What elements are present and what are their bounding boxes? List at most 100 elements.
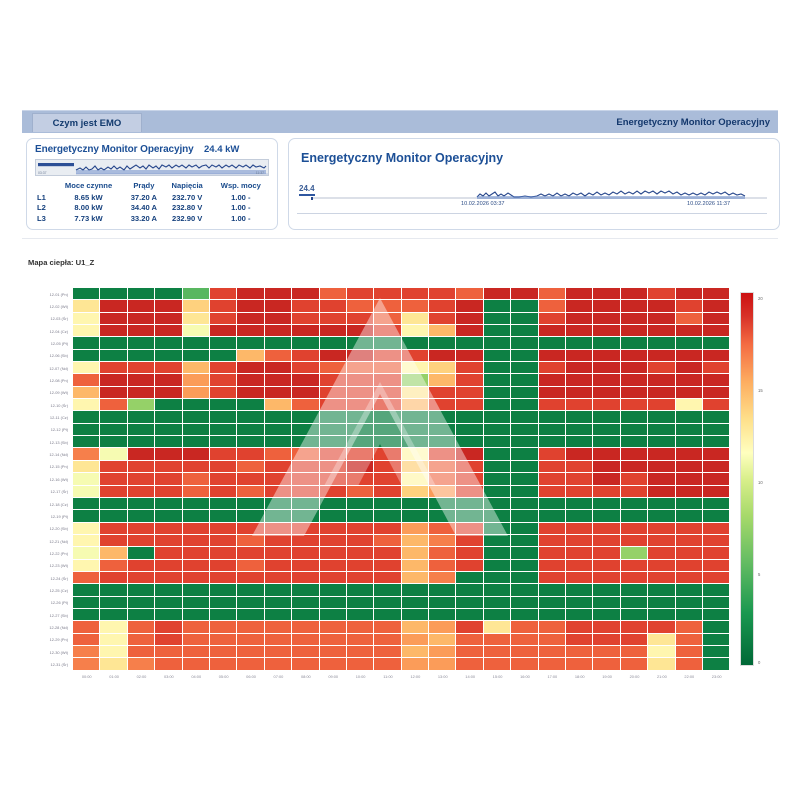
heatmap-cell[interactable] xyxy=(593,362,621,375)
heatmap-cell[interactable] xyxy=(374,547,402,560)
heatmap-cell[interactable] xyxy=(319,473,347,486)
heatmap-cell[interactable] xyxy=(401,473,430,486)
heatmap-cell[interactable] xyxy=(127,473,156,486)
heatmap-cell[interactable] xyxy=(593,436,621,449)
heatmap-cell[interactable] xyxy=(702,584,731,597)
heatmap-cell[interactable] xyxy=(675,658,703,671)
heatmap-cell[interactable] xyxy=(429,547,457,560)
heatmap-cell[interactable] xyxy=(456,510,484,523)
heatmap-cell[interactable] xyxy=(648,621,676,634)
heatmap-cell[interactable] xyxy=(702,423,731,437)
heatmap-cell[interactable] xyxy=(209,608,238,622)
heatmap-cell[interactable] xyxy=(675,386,703,400)
heatmap-cell[interactable] xyxy=(374,621,402,634)
heatmap-cell[interactable] xyxy=(100,288,128,301)
heatmap-cell[interactable] xyxy=(483,349,512,363)
heatmap-cell[interactable] xyxy=(429,423,457,437)
heatmap-cell[interactable] xyxy=(127,485,156,498)
heatmap-cell[interactable] xyxy=(155,349,183,363)
heatmap-cell[interactable] xyxy=(155,411,183,424)
heatmap-cell[interactable] xyxy=(401,621,430,634)
heatmap-cell[interactable] xyxy=(401,608,430,622)
heatmap-cell[interactable] xyxy=(155,374,183,387)
heatmap-cell[interactable] xyxy=(593,522,621,535)
heatmap-cell[interactable] xyxy=(456,386,484,400)
heatmap-cell[interactable] xyxy=(237,312,265,326)
heatmap-cell[interactable] xyxy=(593,596,621,609)
heatmap-cell[interactable] xyxy=(648,374,676,387)
summary-sparkline[interactable]: 03:37 11:37 xyxy=(35,159,269,176)
heatmap-cell[interactable] xyxy=(456,349,484,363)
heatmap-cell[interactable] xyxy=(209,386,238,400)
heatmap-cell[interactable] xyxy=(675,584,703,597)
heatmap-cell[interactable] xyxy=(648,460,676,474)
heatmap-cell[interactable] xyxy=(702,288,731,301)
heatmap-cell[interactable] xyxy=(429,448,457,461)
heatmap-cell[interactable] xyxy=(429,411,457,424)
heatmap-cell[interactable] xyxy=(566,288,594,301)
heatmap-cell[interactable] xyxy=(593,411,621,424)
heatmap-cell[interactable] xyxy=(100,300,128,313)
heatmap-cell[interactable] xyxy=(319,559,347,572)
heatmap-cell[interactable] xyxy=(346,349,375,363)
heatmap-cell[interactable] xyxy=(401,337,430,350)
heatmap-cell[interactable] xyxy=(127,584,156,597)
heatmap-cell[interactable] xyxy=(100,485,128,498)
heatmap-cell[interactable] xyxy=(456,658,484,671)
heatmap-cell[interactable] xyxy=(456,288,484,301)
heatmap-cell[interactable] xyxy=(100,633,128,646)
heatmap-cell[interactable] xyxy=(374,534,402,548)
heatmap-cell[interactable] xyxy=(292,399,320,412)
heatmap-cell[interactable] xyxy=(511,522,539,535)
heatmap-cell[interactable] xyxy=(483,621,512,634)
heatmap-cell[interactable] xyxy=(346,584,375,597)
heatmap-cell[interactable] xyxy=(538,399,567,412)
heatmap-cell[interactable] xyxy=(593,534,621,548)
heatmap-cell[interactable] xyxy=(73,571,101,585)
heatmap-cell[interactable] xyxy=(483,436,512,449)
heatmap-cell[interactable] xyxy=(429,559,457,572)
heatmap-cell[interactable] xyxy=(127,571,156,585)
heatmap-cell[interactable] xyxy=(702,547,731,560)
heatmap-cell[interactable] xyxy=(182,534,210,548)
heatmap-cell[interactable] xyxy=(483,288,512,301)
heatmap-cell[interactable] xyxy=(209,497,238,511)
heatmap-cell[interactable] xyxy=(127,460,156,474)
heatmap-cell[interactable] xyxy=(237,633,265,646)
heatmap-cell[interactable] xyxy=(100,658,128,671)
heatmap-cell[interactable] xyxy=(155,633,183,646)
heatmap-cell[interactable] xyxy=(127,325,156,338)
heatmap-cell[interactable] xyxy=(237,288,265,301)
heatmap-cell[interactable] xyxy=(292,621,320,634)
heatmap-cell[interactable] xyxy=(264,362,293,375)
heatmap-cell[interactable] xyxy=(127,423,156,437)
heatmap-cell[interactable] xyxy=(566,596,594,609)
heatmap-cell[interactable] xyxy=(73,645,101,659)
heatmap-cell[interactable] xyxy=(73,473,101,486)
heatmap-cell[interactable] xyxy=(292,534,320,548)
heatmap-cell[interactable] xyxy=(155,423,183,437)
heatmap-cell[interactable] xyxy=(702,645,731,659)
heatmap-cell[interactable] xyxy=(73,386,101,400)
heatmap-cell[interactable] xyxy=(209,485,238,498)
heatmap-cell[interactable] xyxy=(456,436,484,449)
heatmap-cell[interactable] xyxy=(511,448,539,461)
heatmap-cell[interactable] xyxy=(100,411,128,424)
heatmap-cell[interactable] xyxy=(648,386,676,400)
heatmap-cell[interactable] xyxy=(401,571,430,585)
heatmap-cell[interactable] xyxy=(209,559,238,572)
heatmap-cell[interactable] xyxy=(401,312,430,326)
heatmap-cell[interactable] xyxy=(155,485,183,498)
heatmap-cell[interactable] xyxy=(182,645,210,659)
heatmap-cell[interactable] xyxy=(593,658,621,671)
heatmap-cell[interactable] xyxy=(483,522,512,535)
heatmap-cell[interactable] xyxy=(511,300,539,313)
heatmap-cell[interactable] xyxy=(429,596,457,609)
heatmap-cell[interactable] xyxy=(538,510,567,523)
heatmap-cell[interactable] xyxy=(319,386,347,400)
heatmap-cell[interactable] xyxy=(346,658,375,671)
heatmap-cell[interactable] xyxy=(675,522,703,535)
heatmap-cell[interactable] xyxy=(401,485,430,498)
heatmap-cell[interactable] xyxy=(264,534,293,548)
heatmap-cell[interactable] xyxy=(182,473,210,486)
